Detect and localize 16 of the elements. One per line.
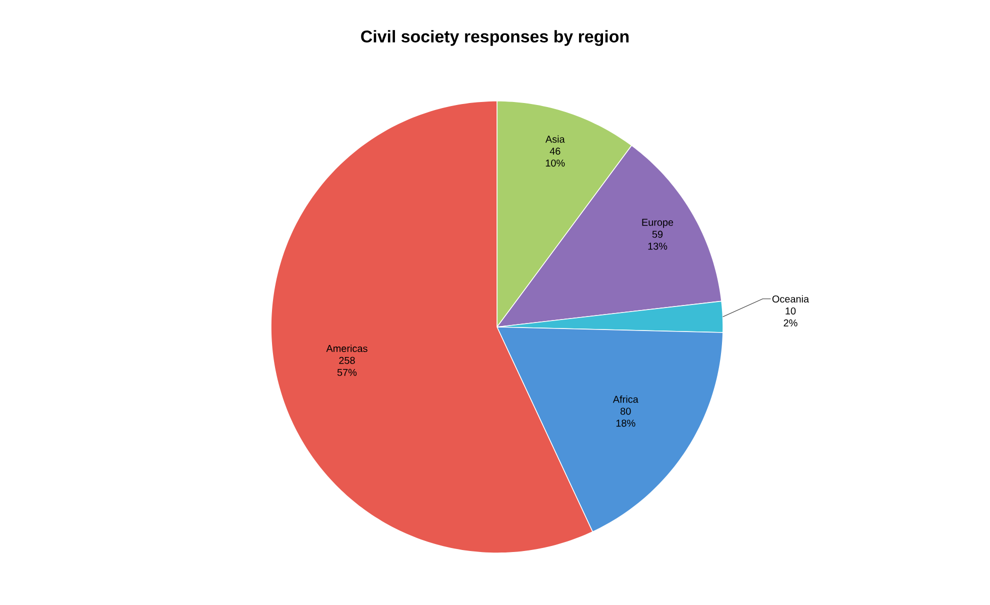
data-label: 46 xyxy=(550,148,560,155)
chart-title: Civil society responses by region xyxy=(361,30,629,46)
text: 10% xyxy=(546,160,565,167)
slice-label: Oceania xyxy=(772,295,810,303)
text: 18% xyxy=(616,420,636,427)
slice-label: Africa xyxy=(612,395,638,403)
data-label: 80 xyxy=(620,408,631,415)
slice-label: Americas xyxy=(326,344,368,352)
text: 13% xyxy=(648,242,668,250)
data-label: 258 xyxy=(339,356,355,364)
slice-label: Europe xyxy=(642,218,674,228)
text: 57% xyxy=(337,368,357,376)
data-label: 59 xyxy=(652,230,663,238)
text: 2% xyxy=(784,319,798,326)
data-label: 10 xyxy=(786,307,796,314)
slice-label: Asia xyxy=(545,135,565,143)
